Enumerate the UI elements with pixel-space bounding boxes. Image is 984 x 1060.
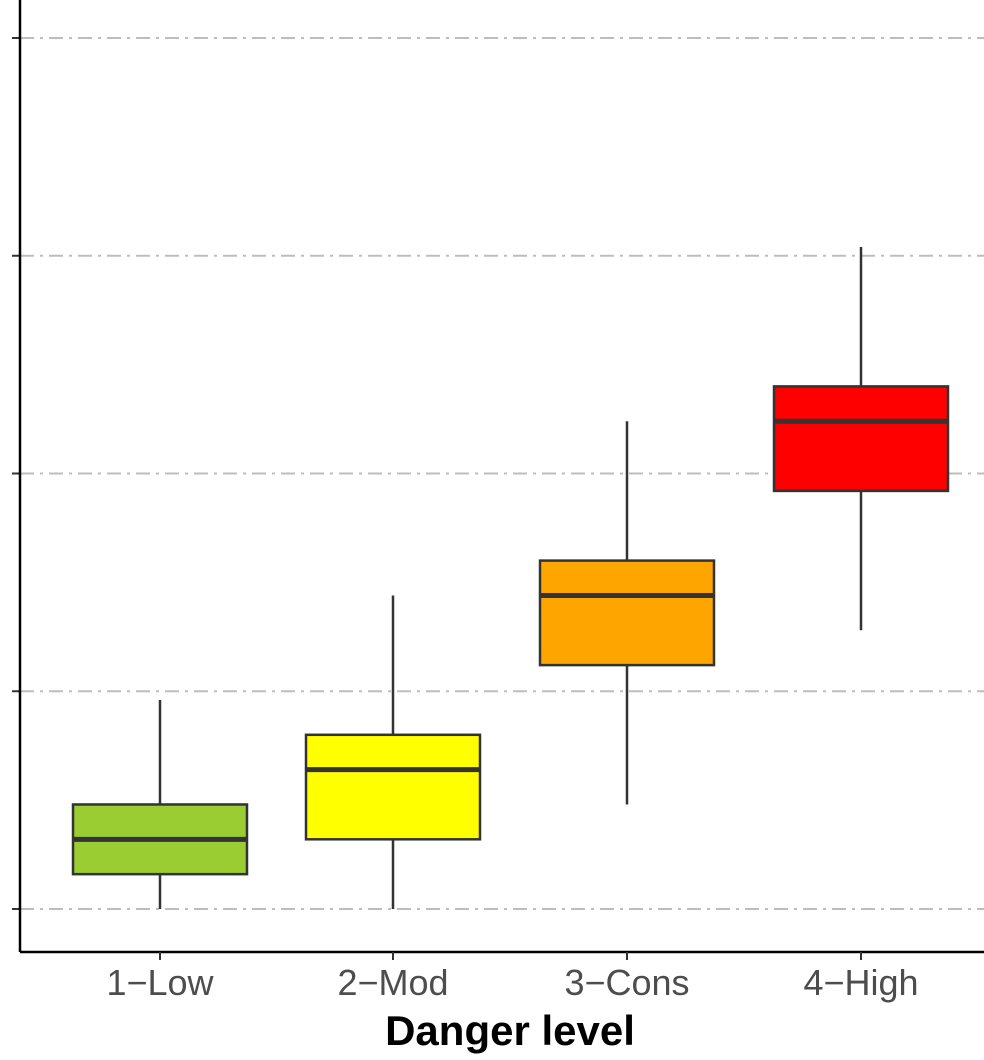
box-layer <box>71 247 950 909</box>
box-group-4 <box>772 247 950 631</box>
box-iqr <box>304 733 482 841</box>
x-tick-label-4: 4−High <box>803 962 918 1003</box>
box-group-3 <box>538 421 716 805</box>
box-iqr <box>538 559 716 667</box>
x-tick-label-1: 1−Low <box>106 962 214 1003</box>
box-group-2 <box>304 595 482 909</box>
x-tick-label-2: 2−Mod <box>337 962 448 1003</box>
box-group-1 <box>71 699 249 909</box>
box-iqr <box>772 385 950 493</box>
x-axis-title: Danger level <box>385 1007 635 1054</box>
label-layer: 1−Low 2−Mod 3−Cons 4−High <box>106 962 918 1003</box>
x-tick-label-3: 3−Cons <box>564 962 689 1003</box>
axis-layer <box>12 0 984 960</box>
